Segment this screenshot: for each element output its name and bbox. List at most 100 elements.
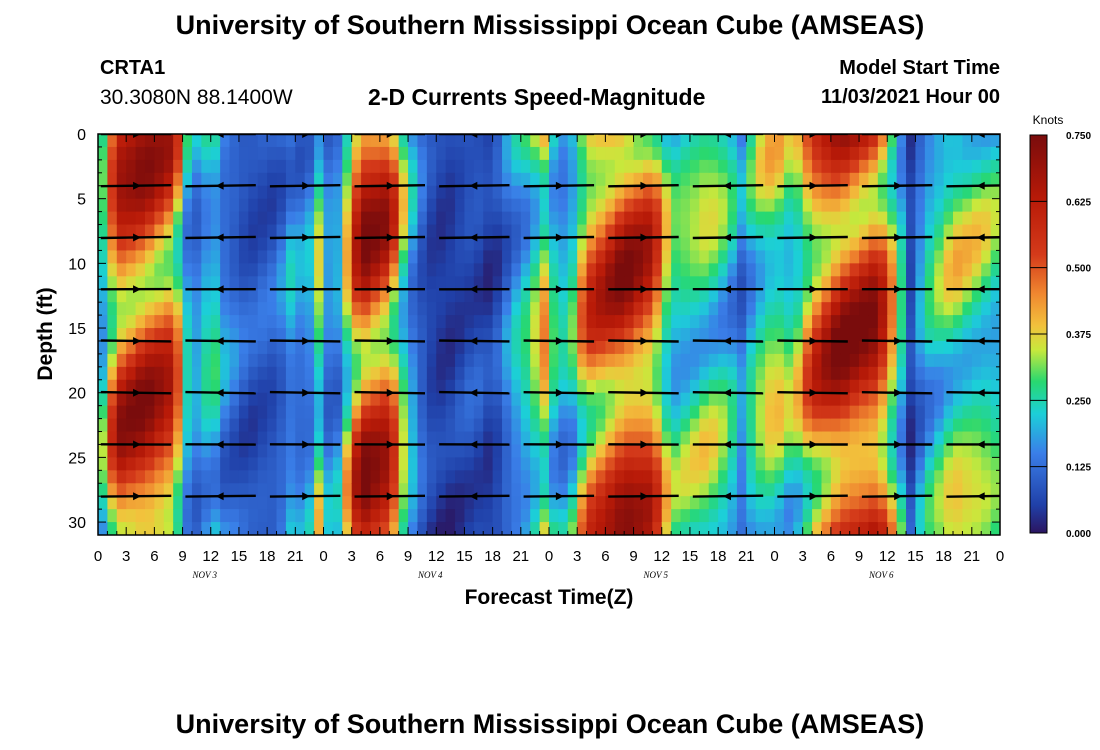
heatmap-cell [539,289,550,303]
heatmap-cell [379,302,390,316]
heatmap-cell [201,340,212,355]
heatmap-cell [426,263,437,277]
heatmap-cell [154,457,165,471]
heatmap-cell [718,263,729,277]
heatmap-cell [661,185,672,200]
heatmap-cell [135,418,146,433]
heatmap-cell [210,509,221,523]
heatmap-cell [304,392,315,407]
heatmap-cell [426,366,437,381]
heatmap-cell [943,470,954,484]
heatmap-cell [746,509,757,523]
heatmap-cell [915,328,926,342]
heatmap-cell [896,302,907,316]
heatmap-cell [276,237,287,252]
heatmap-cell [558,392,569,407]
heatmap-cell [473,263,484,277]
heatmap-cell [238,224,249,239]
heatmap-cell [455,379,466,394]
vector-arrowhead [976,181,985,190]
heatmap-cell [642,379,653,394]
heatmap-cell [783,405,794,420]
heatmap-cell [332,185,343,200]
heatmap-cell [126,483,137,497]
heatmap-cell [981,496,992,510]
heatmap-cell [915,250,926,264]
heatmap-cell [906,353,917,368]
heatmap-cell [896,496,907,510]
heatmap-cell [595,302,606,316]
heatmap-cell [577,496,588,510]
heatmap-cell [154,509,165,523]
heatmap-cell [332,315,343,329]
heatmap-cell [586,496,597,510]
heatmap-cell [830,366,841,381]
heatmap-cell [812,444,823,458]
heatmap-cell [689,431,700,446]
heatmap-cell [154,470,165,484]
heatmap-cell [924,340,935,355]
heatmap-cell [323,289,334,303]
heatmap-cell [868,366,879,381]
heatmap-cell [849,134,860,148]
heatmap-cell [887,134,898,148]
heatmap-cell [774,366,785,381]
heatmap-cell [426,250,437,264]
heatmap-cell [671,289,682,303]
heatmap-cell [830,340,841,355]
heatmap-cell [483,250,494,264]
heatmap-cell [558,522,569,535]
heatmap-cell [539,444,550,458]
heatmap-cell [840,250,851,264]
heatmap-cell [990,431,1000,446]
heatmap-cell [520,185,531,200]
heatmap-cell [953,496,964,510]
heatmap-cell [267,289,278,303]
heatmap-cell [981,366,992,381]
heatmap-cell [887,522,898,535]
heatmap-cell [661,340,672,355]
heatmap-cell [783,224,794,239]
heatmap-cell [812,172,823,187]
heatmap-cell [549,379,559,394]
heatmap-cell [229,263,240,277]
heatmap-cell [201,302,212,316]
heatmap-cell [257,353,268,368]
heatmap-cell [539,276,550,290]
heatmap-cell [934,315,945,329]
heatmap-cell [736,315,747,329]
heatmap-cell [915,159,926,174]
heatmap-cell [736,379,747,394]
heatmap-cell [718,185,729,200]
heatmap-cell [464,431,475,446]
heatmap-cell [840,276,851,290]
heatmap-cell [746,522,757,535]
heatmap-cell [539,353,550,368]
heatmap-cell [642,340,653,355]
heatmap-cell [774,211,785,226]
heatmap-cell [708,172,719,187]
heatmap-cell [887,198,898,213]
heatmap-cell [107,483,118,497]
heatmap-cell [539,470,550,484]
heatmap-cell [896,276,907,290]
heatmap-cell [408,134,419,148]
heatmap-cell [586,431,597,446]
heatmap-cell [332,418,343,433]
heatmap-cell [107,185,118,200]
heatmap-cell [802,263,813,277]
heatmap-cell [849,250,860,264]
heatmap-cell [182,172,193,187]
heatmap-cell [520,392,531,407]
heatmap-cell [840,211,851,226]
heatmap-cell [830,276,841,290]
heatmap-cell [210,457,221,471]
heatmap-cell [426,340,437,355]
heatmap-cell [755,211,766,226]
heatmap-cell [680,379,691,394]
heatmap-cell [201,134,212,148]
heatmap-cell [332,172,343,187]
heatmap-cell [962,315,973,329]
heatmap-cell [314,366,325,381]
heatmap-cell [868,263,879,277]
